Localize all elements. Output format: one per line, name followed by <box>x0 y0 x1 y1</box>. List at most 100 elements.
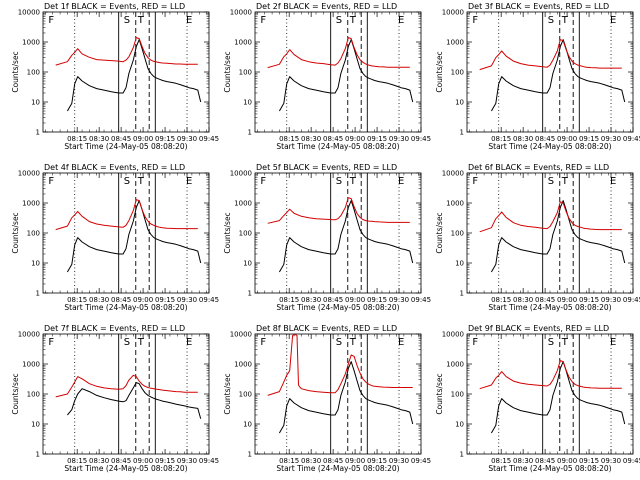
subplot-3: Det 3f BLACK = Events, RED = LLD 1 10 100 10… <box>435 2 640 151</box>
subplot-title: Det 1f BLACK = Events, RED = LLD <box>44 2 185 11</box>
y-tick-label: 1 <box>36 290 40 298</box>
y-tick-label: 10 <box>455 260 464 268</box>
y-tick-label: 1 <box>460 290 464 298</box>
subplot-5: Det 5f BLACK = Events, RED = LLD 1 10 100 10… <box>223 163 431 312</box>
y-tick-label: 100 <box>239 230 252 238</box>
interval-marker-label: E <box>610 176 616 187</box>
subplot-8: Det 8f BLACK = Events, RED = LLD 1 10 100 10… <box>223 324 431 473</box>
x-tick-label: 08:45 <box>111 296 131 304</box>
x-axis-label: Start Time (24-May-05 08:08:20) <box>64 303 187 312</box>
interval-marker-label: F <box>48 337 54 348</box>
y-tick-label: 10 <box>455 99 464 107</box>
x-axis-label: Start Time (24-May-05 08:08:20) <box>488 142 611 151</box>
y-tick-label: 1000 <box>22 39 40 47</box>
x-axis-label: Start Time (24-May-05 08:08:20) <box>64 142 187 151</box>
series-line-lld <box>479 201 622 233</box>
x-tick-label: 09:15 <box>579 296 599 304</box>
plot-frame <box>254 333 422 455</box>
subplot-1: Det 1f BLACK = Events, RED = LLD 1 10 100 10… <box>11 2 219 151</box>
x-tick-label: 09:30 <box>177 457 197 465</box>
series-line-lld <box>267 334 413 396</box>
x-tick-label: 08:15 <box>67 296 87 304</box>
series-line-events <box>490 361 626 434</box>
interval-marker-label: T <box>137 337 145 348</box>
x-tick-label: 08:15 <box>67 457 87 465</box>
interval-marker-label: T <box>137 176 145 187</box>
x-tick-label: 09:45 <box>199 296 219 304</box>
series-line-events <box>67 382 202 419</box>
x-tick-label: 09:15 <box>367 457 387 465</box>
x-tick-label: 08:45 <box>111 135 131 143</box>
x-tick-label: 08:30 <box>301 296 321 304</box>
plot-frame <box>466 11 634 133</box>
x-tick-label: 08:15 <box>279 457 299 465</box>
y-tick-label: 1000 <box>446 361 464 369</box>
y-tick-label: 100 <box>239 69 252 77</box>
interval-marker-label: S <box>336 15 342 26</box>
x-tick-label: 08:45 <box>111 457 131 465</box>
x-tick-label: 09:30 <box>177 296 197 304</box>
y-tick-label: 1 <box>248 129 252 137</box>
subplot-6: Det 6f BLACK = Events, RED = LLD 1 10 100 10… <box>435 163 640 312</box>
x-tick-label: 09:00 <box>557 457 577 465</box>
y-tick-label: 100 <box>27 230 40 238</box>
interval-marker-label: F <box>48 15 54 26</box>
interval-marker-label: T <box>349 176 357 187</box>
x-tick-label: 08:30 <box>89 457 109 465</box>
x-tick-label: 08:30 <box>301 135 321 143</box>
subplot-2: Det 2f BLACK = Events, RED = LLD 1 10 100 10… <box>223 2 431 151</box>
interval-marker-label: S <box>124 176 130 187</box>
x-tick-label: 08:30 <box>513 457 533 465</box>
subplot-title: Det 6f BLACK = Events, RED = LLD <box>468 163 609 172</box>
series-line-lld <box>267 197 410 224</box>
interval-marker-label: S <box>548 15 554 26</box>
subplot-title: Det 9f BLACK = Events, RED = LLD <box>468 324 609 333</box>
x-tick-label: 09:30 <box>389 296 409 304</box>
y-tick-label: 1000 <box>234 361 252 369</box>
x-tick-label: 09:15 <box>155 457 175 465</box>
y-axis-label: Counts/sec <box>223 212 232 253</box>
x-tick-label: 09:45 <box>411 296 431 304</box>
x-axis-label: Start Time (24-May-05 08:08:20) <box>276 142 399 151</box>
y-tick-label: 10000 <box>442 331 464 339</box>
y-tick-label: 1000 <box>234 39 252 47</box>
plot-frame <box>466 172 634 294</box>
x-tick-label: 08:45 <box>323 296 343 304</box>
series-line-events <box>490 39 626 112</box>
series-line-lld <box>479 360 622 390</box>
y-tick-label: 10 <box>243 421 252 429</box>
x-tick-label: 09:30 <box>601 296 621 304</box>
interval-marker-label: F <box>472 15 478 26</box>
x-tick-label: 08:15 <box>279 135 299 143</box>
interval-marker-label: E <box>186 337 192 348</box>
y-tick-label: 1000 <box>234 200 252 208</box>
x-tick-label: 08:15 <box>279 296 299 304</box>
y-tick-label: 1000 <box>22 200 40 208</box>
interval-marker-label: E <box>610 337 616 348</box>
x-tick-label: 09:00 <box>557 135 577 143</box>
y-tick-label: 10000 <box>18 331 40 339</box>
y-tick-label: 10 <box>31 99 40 107</box>
y-tick-label: 1 <box>248 290 252 298</box>
series-line-events <box>278 200 414 273</box>
x-tick-label: 09:00 <box>345 135 365 143</box>
x-tick-label: 08:45 <box>323 457 343 465</box>
interval-marker-label: E <box>186 15 192 26</box>
y-tick-label: 1000 <box>446 39 464 47</box>
y-tick-label: 100 <box>451 69 464 77</box>
x-tick-label: 09:15 <box>155 296 175 304</box>
y-tick-label: 1 <box>36 129 40 137</box>
plot-frame <box>254 11 422 133</box>
subplot-9: Det 9f BLACK = Events, RED = LLD 1 10 100 10… <box>435 324 640 473</box>
y-tick-label: 1 <box>248 451 252 459</box>
x-tick-label: 09:00 <box>345 457 365 465</box>
x-axis-label: Start Time (24-May-05 08:08:20) <box>488 464 611 473</box>
interval-marker-label: T <box>561 176 569 187</box>
x-tick-label: 09:45 <box>623 296 640 304</box>
x-tick-label: 08:30 <box>513 296 533 304</box>
series-line-events <box>66 200 202 273</box>
y-tick-label: 10 <box>31 260 40 268</box>
interval-marker-label: T <box>137 15 145 26</box>
x-tick-label: 09:45 <box>411 457 431 465</box>
subplot-title: Det 2f BLACK = Events, RED = LLD <box>256 2 397 11</box>
